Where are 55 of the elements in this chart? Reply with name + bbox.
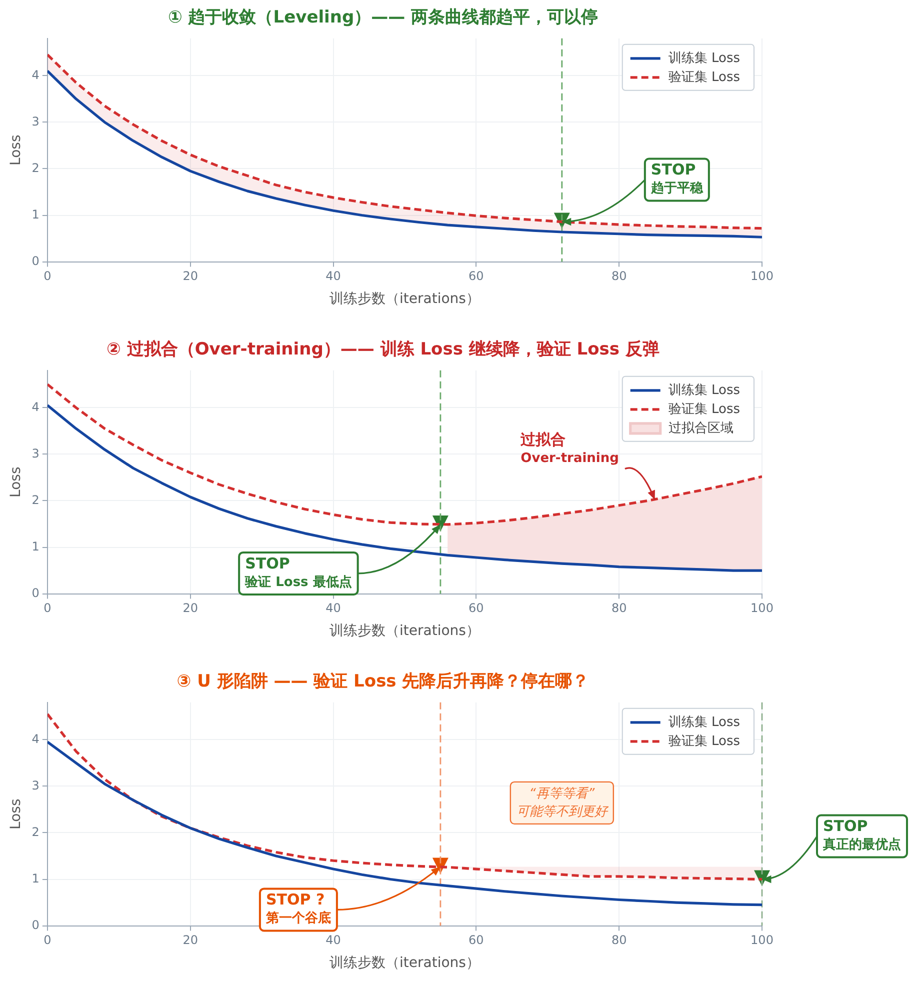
y-tick-label: 1 (32, 207, 40, 222)
y-tick-label: 2 (32, 824, 40, 839)
x-tick-label: 20 (182, 269, 198, 284)
legend-label: 训练集 Loss (668, 50, 740, 66)
chart-title: ① 趋于收敛（Leveling）—— 两条曲线都趋平，可以停 (168, 8, 598, 28)
y-tick-label: 4 (32, 68, 40, 82)
x-tick-label: 40 (326, 269, 341, 284)
chart-title: ③ U 形陷阱 —— 验证 Loss 先降后升再降？停在哪？ (176, 672, 590, 692)
y-tick-label: 3 (32, 114, 40, 128)
y-axis-title: Loss (8, 466, 24, 498)
annotation: STOP ? 第一个谷底 (264, 890, 331, 926)
annotation: STOP 验证 Loss 最低点 (244, 554, 352, 590)
y-axis-title: Loss (8, 798, 24, 830)
x-tick-label: 0 (44, 601, 52, 616)
y-axis-title: Loss (8, 134, 24, 166)
y-tick-label: 1 (32, 871, 40, 886)
x-axis-title: 训练步数（iterations） (329, 291, 480, 308)
legend-label: 训练集 Loss (668, 714, 740, 730)
x-tick-label: 0 (44, 269, 52, 284)
x-tick-label: 20 (182, 933, 198, 948)
x-tick-label: 20 (182, 601, 198, 616)
y-tick-label: 3 (32, 446, 40, 460)
legend-label: 验证集 Loss (668, 70, 740, 85)
annotation: STOP 趋于平稳 (650, 160, 704, 196)
y-tick-label: 3 (32, 778, 40, 792)
y-tick-label: 2 (32, 160, 40, 175)
chart-title: ② 过拟合（Over-training）—— 训练 Loss 继续降，验证 Loss 反弹 (106, 340, 660, 360)
x-tick-label: 100 (750, 601, 774, 616)
y-tick-label: 1 (32, 539, 40, 554)
y-tick-label: 4 (32, 732, 40, 746)
x-tick-label: 60 (468, 269, 484, 284)
legend-label: 过拟合区域 (668, 420, 734, 436)
y-tick-label: 4 (32, 400, 40, 414)
x-tick-label: 60 (468, 933, 484, 948)
legend-label: 验证集 Loss (668, 402, 740, 417)
x-axis-title: 训练步数（iterations） (329, 623, 480, 640)
x-tick-label: 0 (44, 933, 52, 948)
x-tick-label: 100 (750, 269, 774, 284)
x-tick-label: 40 (326, 601, 341, 616)
legend-label: 验证集 Loss (668, 734, 740, 749)
x-tick-label: 80 (611, 933, 627, 948)
legend-label: 训练集 Loss (668, 382, 740, 398)
x-tick-label: 40 (326, 933, 341, 948)
y-tick-label: 0 (32, 918, 40, 932)
y-tick-label: 2 (32, 492, 40, 507)
annotation: “再等等看” 可能等不到更好 (516, 786, 610, 820)
x-tick-label: 60 (468, 601, 484, 616)
y-tick-label: 0 (32, 586, 40, 600)
annotation: 过拟合 Over-training (520, 430, 619, 466)
x-tick-label: 80 (611, 601, 627, 616)
y-tick-label: 0 (32, 254, 40, 268)
x-tick-label: 100 (750, 933, 774, 948)
x-axis-title: 训练步数（iterations） (329, 955, 480, 972)
annotation: STOP 真正的最优点 (822, 817, 901, 853)
x-tick-label: 80 (611, 269, 627, 284)
